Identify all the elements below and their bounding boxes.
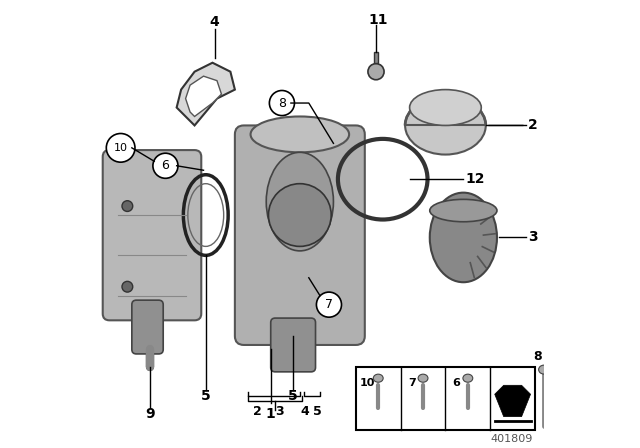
Text: 9: 9 (145, 407, 155, 422)
FancyBboxPatch shape (356, 367, 535, 430)
Text: 3: 3 (275, 405, 284, 418)
FancyBboxPatch shape (103, 150, 202, 320)
Ellipse shape (430, 199, 497, 222)
Text: 8: 8 (278, 96, 286, 110)
Text: 4: 4 (210, 15, 220, 30)
Text: 4: 4 (300, 405, 309, 418)
Text: 2: 2 (253, 405, 262, 418)
Circle shape (316, 292, 342, 317)
Text: 3: 3 (529, 230, 538, 245)
Circle shape (153, 153, 178, 178)
Ellipse shape (405, 96, 486, 155)
Polygon shape (177, 63, 235, 125)
Circle shape (269, 184, 332, 246)
Circle shape (368, 64, 384, 80)
Circle shape (122, 201, 132, 211)
Text: 6: 6 (452, 378, 461, 388)
FancyBboxPatch shape (235, 125, 365, 345)
Text: 10: 10 (359, 378, 375, 388)
Polygon shape (495, 385, 531, 417)
Ellipse shape (463, 374, 473, 382)
Text: 11: 11 (369, 13, 388, 27)
Ellipse shape (539, 365, 549, 374)
Ellipse shape (266, 152, 333, 251)
Text: 7: 7 (408, 378, 416, 388)
FancyBboxPatch shape (271, 318, 316, 372)
Ellipse shape (430, 193, 497, 282)
Text: 12: 12 (466, 172, 485, 186)
Text: 10: 10 (114, 143, 127, 153)
Text: 1: 1 (266, 407, 276, 422)
Circle shape (122, 281, 132, 292)
Text: 6: 6 (161, 159, 170, 172)
Circle shape (106, 134, 135, 162)
FancyBboxPatch shape (132, 300, 163, 354)
Text: 8: 8 (533, 350, 541, 363)
Text: 2: 2 (529, 118, 538, 133)
Text: 5: 5 (201, 389, 211, 404)
Polygon shape (186, 76, 221, 116)
Ellipse shape (418, 374, 428, 382)
Ellipse shape (251, 116, 349, 152)
Bar (374, 52, 378, 63)
Circle shape (269, 90, 294, 116)
Text: 5: 5 (314, 405, 322, 418)
Text: 401809: 401809 (490, 434, 533, 444)
Ellipse shape (373, 374, 383, 382)
Text: 7: 7 (325, 298, 333, 311)
Ellipse shape (410, 90, 481, 125)
Text: 5: 5 (288, 389, 298, 404)
